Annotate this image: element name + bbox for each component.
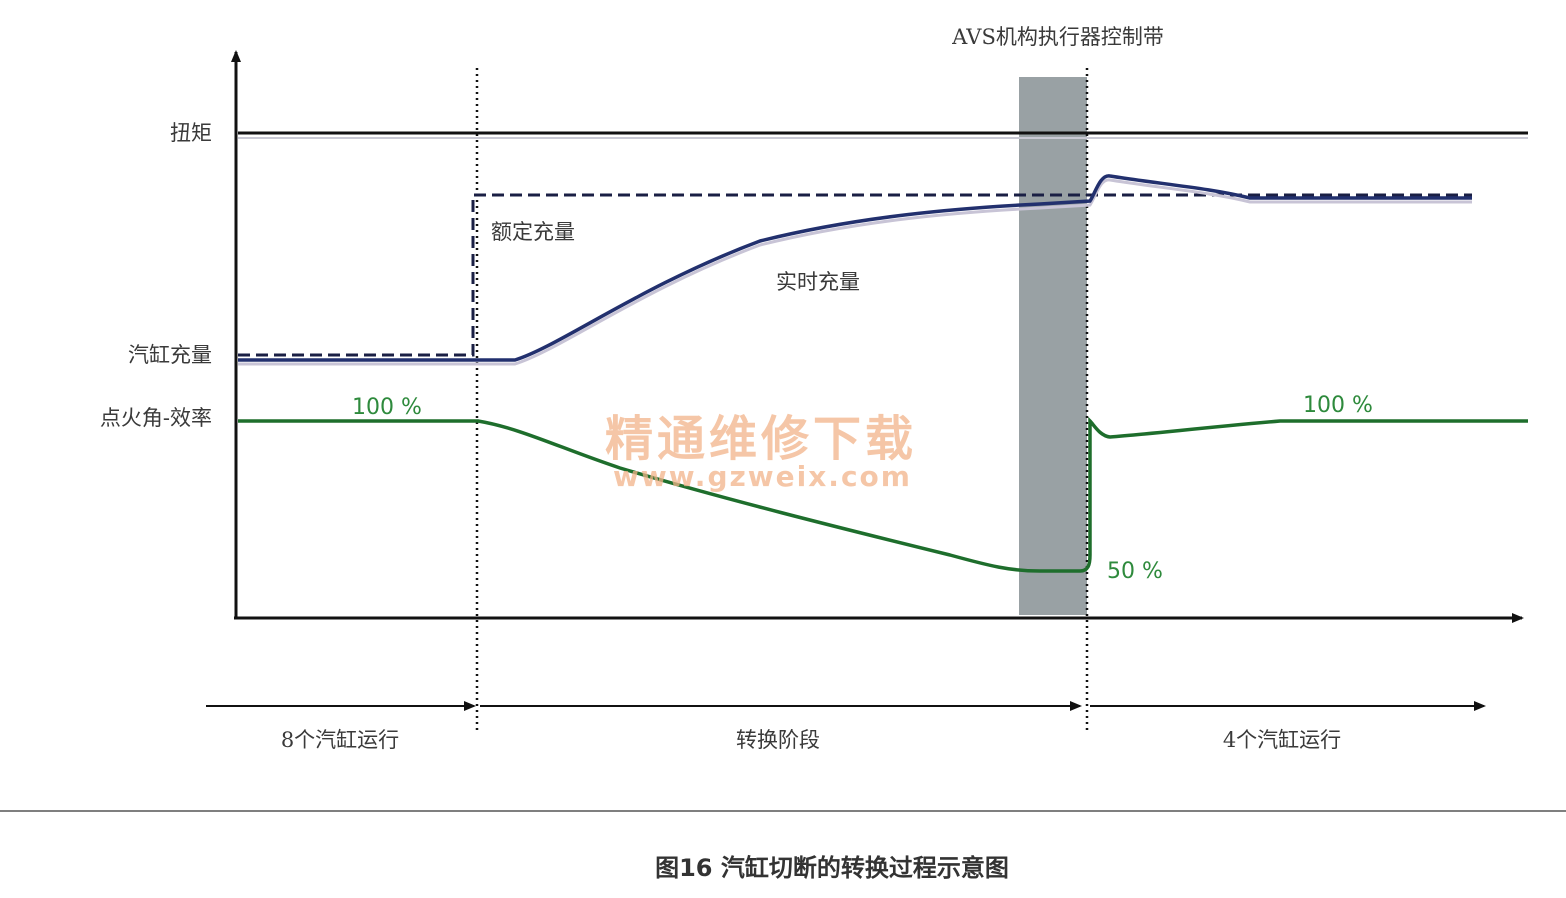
realtime-charge-line <box>238 174 1472 362</box>
efficiency-100-left: 100 % <box>352 395 422 420</box>
avs-control-band <box>1019 77 1087 615</box>
rated-charge-label: 额定充量 <box>491 220 575 244</box>
watermark-title: 精通维修下载 <box>605 411 917 467</box>
ignition-efficiency-line <box>238 416 1528 573</box>
efficiency-50: 50 % <box>1107 559 1163 584</box>
efficiency-100-right: 100 % <box>1303 393 1373 418</box>
phase-label-eight-cyl: 8个汽缸运行 <box>281 728 399 752</box>
watermark-url: www.gzweix.com <box>613 460 912 493</box>
rated-charge-line <box>238 193 1472 357</box>
avs-band-label: AVS机构执行器控制带 <box>951 25 1164 49</box>
realtime-charge-shadow <box>238 178 1472 366</box>
realtime-charge-label: 实时充量 <box>776 270 860 294</box>
phase-label-transition: 转换阶段 <box>736 728 820 752</box>
torque-label: 扭矩 <box>170 121 212 145</box>
ignition-efficiency-label: 点火角-效率 <box>100 406 212 430</box>
cylinder-charge-label: 汽缸充量 <box>128 343 212 367</box>
phase-label-four-cyl: 4个汽缸运行 <box>1223 728 1341 752</box>
figure-caption: 图16 汽缸切断的转换过程示意图 <box>655 854 1009 882</box>
